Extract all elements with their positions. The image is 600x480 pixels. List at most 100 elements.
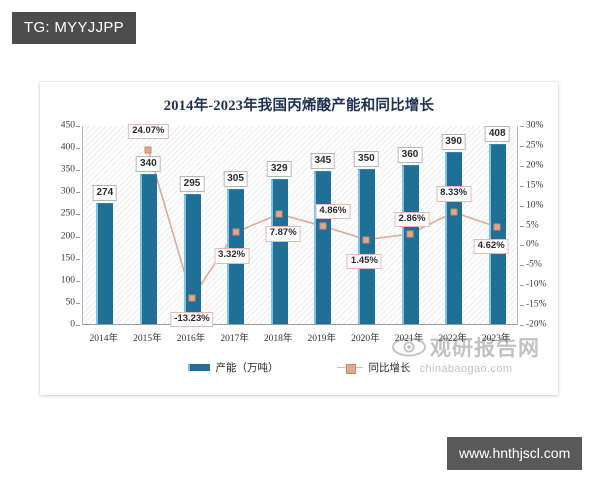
legend-item-bar[interactable]: 产能（万吨） <box>187 360 279 375</box>
left-axis-tick: 100 <box>60 275 75 286</box>
left-axis-tick: 300 <box>60 186 75 197</box>
left-axis-tick: 200 <box>60 230 75 241</box>
left-axis-tickmark <box>76 126 80 127</box>
right-axis-tickmark <box>520 145 524 147</box>
left-axis-tick: 250 <box>60 208 75 219</box>
category-label-2020年: 2020年 <box>351 334 380 344</box>
left-axis-tickmark <box>76 148 80 150</box>
left-axis-tickmark <box>76 170 80 172</box>
right-axis-tickmark <box>520 265 524 267</box>
growth-value-label: 3.32% <box>214 248 250 264</box>
bar-value-label: 350 <box>354 151 379 168</box>
right-axis-tickmark <box>520 185 524 187</box>
bar-value-label: 345 <box>310 153 336 170</box>
bar-2020年 <box>357 169 375 324</box>
category-label-2019年: 2019年 <box>307 334 337 344</box>
growth-value-label: 4.62% <box>473 239 509 255</box>
growth-marker-2023年 <box>493 223 501 231</box>
bar-value-label: 329 <box>266 160 292 177</box>
right-axis-tick: 0% <box>526 239 539 250</box>
chart-legend: 产能（万吨） 同比增长 <box>40 354 558 380</box>
growth-marker-2015年 <box>144 146 152 154</box>
growth-marker-2022年 <box>450 208 458 216</box>
left-axis-tickmark <box>76 280 80 282</box>
bar-2021年 <box>401 164 419 324</box>
right-axis-tickmark <box>520 165 524 167</box>
legend-label: 同比增长 <box>368 362 411 374</box>
growth-value-label: 1.45% <box>346 253 382 270</box>
left-axis-tickmark <box>76 325 80 326</box>
left-axis-tick: 0 <box>70 319 75 330</box>
left-axis-tick: 450 <box>60 120 75 131</box>
bar-2022年 <box>445 151 463 324</box>
growth-marker-2016年 <box>188 294 196 302</box>
left-axis-tickmark <box>76 302 80 304</box>
url-badge: www.hnthjscl.com <box>447 437 583 470</box>
left-axis-tickmark <box>76 192 80 194</box>
growth-value-label: 4.86% <box>315 204 351 220</box>
right-axis-tickmark <box>520 305 524 307</box>
legend-bar-swatch-icon <box>187 363 210 371</box>
bar-value-label: 390 <box>441 133 466 150</box>
growth-value-label: 2.86% <box>394 212 430 228</box>
right-axis-tick: 5% <box>526 219 539 230</box>
right-axis-tickmark <box>520 126 524 127</box>
growth-value-label: 24.07% <box>128 123 169 140</box>
left-axis-tick: 50 <box>65 297 76 308</box>
bar-2018年 <box>270 178 288 324</box>
growth-marker-2021年 <box>406 230 414 238</box>
category-label-2016年: 2016年 <box>176 334 206 344</box>
growth-value-label: 8.33% <box>436 186 472 202</box>
category-label-2022年: 2022年 <box>438 334 467 344</box>
right-axis-tickmark <box>520 325 524 326</box>
right-axis-tick: -5% <box>526 259 542 270</box>
bar-value-label: 340 <box>136 155 161 172</box>
bar-value-label: 360 <box>397 146 423 163</box>
bar-2016年 <box>183 193 201 324</box>
plot-canvas: 274 340 295 305 329 345 350 360 390 408 24.07% -13.… <box>82 123 518 328</box>
category-label-2021年: 2021年 <box>394 334 424 344</box>
left-value-axis: 0 50 100 150 200 250 300 350 400 450 <box>40 121 80 329</box>
bar-2015年 <box>139 173 157 324</box>
growth-value-label: -13.23% <box>170 312 214 328</box>
category-label-2014年: 2014年 <box>89 334 119 344</box>
bar-2023年 <box>488 143 506 324</box>
right-axis-tick: 30% <box>526 120 544 131</box>
right-axis-tickmark <box>520 225 524 227</box>
left-axis-tickmark <box>76 214 80 216</box>
left-axis-tick: 150 <box>60 252 75 263</box>
right-axis-tickmark <box>520 245 524 247</box>
category-label-2023年: 2023年 <box>481 334 511 344</box>
left-axis-tickmark <box>76 236 80 238</box>
bar-value-label: 305 <box>223 171 248 188</box>
growth-marker-2017年 <box>232 228 240 236</box>
bar-2019年 <box>314 171 332 324</box>
bar-2014年 <box>96 202 114 324</box>
right-axis-tick: 25% <box>526 140 544 151</box>
category-axis: 2014年 2015年 2016年 2017年 2018年 2019年 2020年 2021年… <box>82 330 518 348</box>
bar-value-label: 274 <box>92 184 118 201</box>
legend-item-line[interactable]: 同比增长 <box>336 360 411 375</box>
category-label-2018年: 2018年 <box>263 334 293 344</box>
growth-value-label: 7.87% <box>265 226 301 242</box>
right-axis-tickmark <box>520 285 524 287</box>
right-axis-tick: 20% <box>526 160 544 171</box>
right-axis-tick: -15% <box>526 299 547 310</box>
growth-marker-2018年 <box>275 210 283 218</box>
tag-badge: TG: MYYJJPP <box>12 12 136 44</box>
right-axis-tick: 10% <box>526 199 544 210</box>
chart-card: 2014年-2023年我国丙烯酸产能和同比增长 0 50 100 150 200 250 3… <box>40 82 558 395</box>
plot-area: 0 50 100 150 200 250 300 350 400 450 -20% -15% -10%… <box>40 120 558 352</box>
left-axis-tick: 400 <box>60 142 75 153</box>
right-axis-tickmark <box>520 205 524 207</box>
right-axis-tick: 15% <box>526 179 544 190</box>
growth-marker-2019年 <box>319 222 327 230</box>
category-label-2015年: 2015年 <box>133 334 162 344</box>
left-axis-tick: 350 <box>60 164 75 175</box>
growth-marker-2020年 <box>362 236 370 244</box>
right-axis-tick: -20% <box>526 319 547 330</box>
category-label-2017年: 2017年 <box>220 334 249 344</box>
bar-value-label: 408 <box>484 125 510 142</box>
left-axis-tickmark <box>76 258 80 260</box>
